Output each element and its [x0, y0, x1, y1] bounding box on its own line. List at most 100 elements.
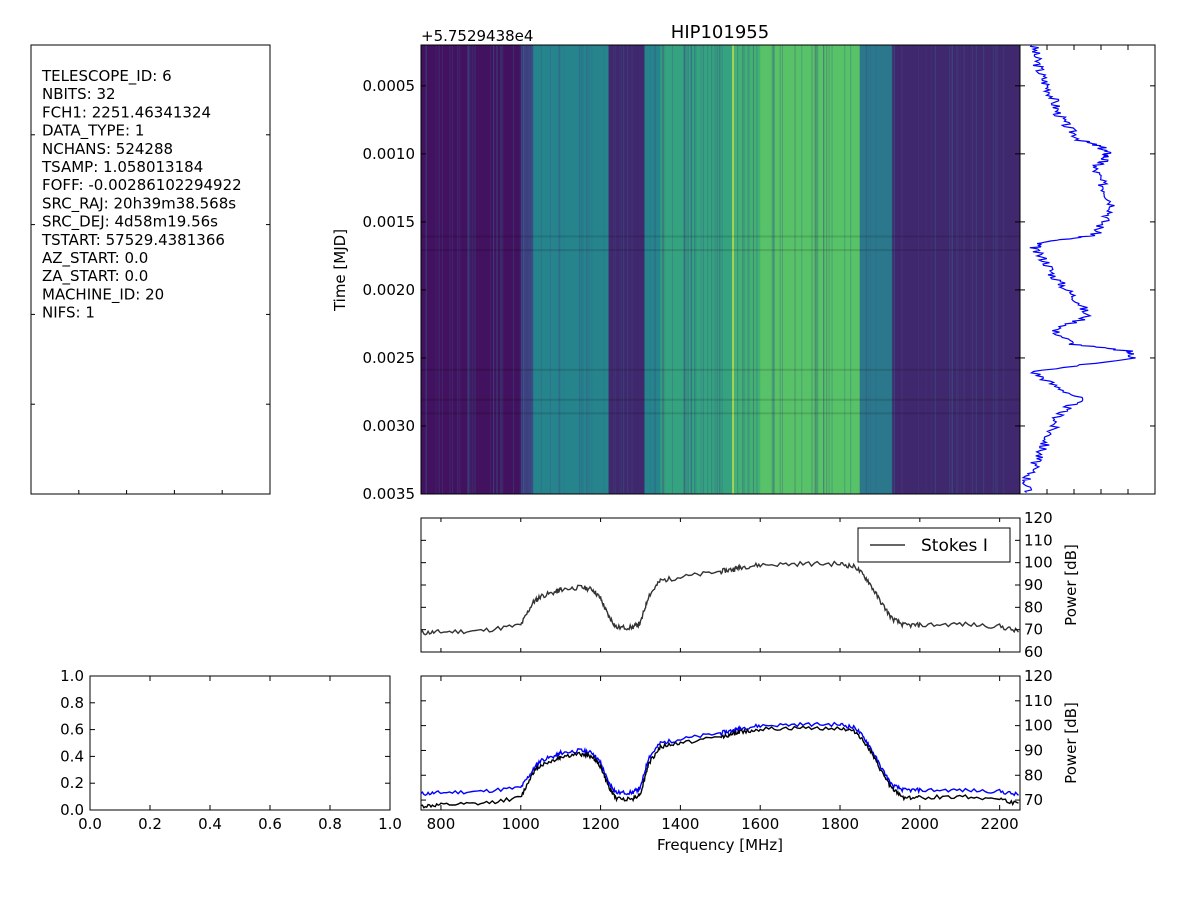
y-tick-label: 0.6 [60, 721, 84, 739]
rfi-stripe [614, 45, 616, 494]
rfi-stripe [844, 45, 846, 494]
header-info-frame [30, 44, 271, 495]
rfi-stripe [859, 45, 861, 494]
rfi-stripe [934, 45, 936, 494]
rfi-stripe [779, 45, 781, 494]
time-series-frame [1019, 44, 1156, 495]
rfi-stripe [468, 45, 470, 494]
rfi-stripe [618, 45, 620, 494]
rfi-stripe [586, 45, 588, 494]
spectrum-minmax-plot: 70 80 90 100 110 120 800 1000 1200 1400 1600 1800 2… [420, 667, 1080, 854]
rfi-stripe [582, 45, 584, 494]
rfi-stripe [744, 45, 746, 494]
rfi-stripe [558, 45, 560, 494]
rfi-stripe [470, 45, 472, 494]
rfi-stripe [560, 45, 562, 494]
rfi-stripe [951, 45, 953, 494]
rfi-stripe [747, 45, 749, 494]
y-tick-label: 0.0035 [363, 485, 416, 503]
header-line: FOFF: -0.00286102294922 [42, 176, 242, 194]
rfi-stripe [521, 45, 523, 494]
y-tick-label: 0.8 [60, 694, 84, 712]
rfi-stripe [532, 45, 534, 494]
rfi-stripe [686, 45, 688, 494]
rfi-stripe [435, 45, 437, 494]
rfi-stripe [811, 45, 813, 494]
rfi-stripe [850, 45, 852, 494]
rfi-stripe [691, 45, 693, 494]
rfi-stripe [719, 45, 721, 494]
rfi-stripe [631, 45, 633, 494]
rfi-stripe [684, 45, 686, 494]
heatmap-band [732, 45, 761, 494]
rfi-stripe [683, 45, 685, 494]
rfi-stripe [721, 45, 723, 494]
waterfall-rfi-stripes [421, 45, 1020, 494]
rfi-stripe [613, 45, 615, 494]
empty-axes-plot: 0.0 0.2 0.4 0.6 0.8 1.0 0.0 0.2 0.4 0.6 0.8 1.0 [60, 667, 402, 833]
header-line: NBITS: 32 [42, 85, 116, 103]
rfi-stripe [894, 45, 896, 494]
rfi-stripe [671, 45, 673, 494]
rfi-stripe [661, 45, 663, 494]
time-offset-label: +5.7529438e4 [421, 27, 533, 45]
rfi-stripe [649, 45, 651, 494]
header-line: ZA_START: 0.0 [42, 267, 148, 286]
rfi-stripe [814, 45, 816, 494]
rfi-stripe [901, 45, 903, 494]
rfi-stripe [1003, 45, 1005, 494]
rfi-stripe [438, 45, 440, 494]
spectrum-plot: 60 70 80 90 100 110 120 Power [dB] Stokes I [420, 509, 1080, 661]
rfi-stripe [620, 45, 622, 494]
y-tick-label: 0.2 [60, 774, 84, 792]
y-tick-label: 100 [1024, 554, 1053, 572]
header-info-panel: TELESCOPE_ID: 6 NBITS: 32 FCH1: 2251.46341… [30, 44, 271, 495]
rfi-stripe [442, 45, 444, 494]
rfi-stripe [451, 45, 453, 494]
waterfall-y-axis: 0.0005 0.0010 0.0015 0.0020 0.0025 0.0030 0.00… [363, 77, 1020, 503]
empty-axes-frame [89, 675, 391, 811]
rfi-stripe [654, 45, 656, 494]
rfi-stripe [591, 45, 593, 494]
heatmap-band [608, 45, 645, 494]
y-tick-label: 0.0 [60, 801, 84, 819]
rfi-stripe [868, 45, 870, 494]
y-tick-label: 1.0 [60, 667, 84, 685]
rfi-stripe [662, 45, 664, 494]
rfi-stripe [472, 45, 474, 494]
y-tick-label: 0.0030 [363, 417, 416, 435]
waterfall-heatmap [421, 45, 1021, 494]
rfi-stripe [695, 45, 697, 494]
rfi-stripe [623, 45, 625, 494]
rfi-stripe [468, 45, 470, 494]
header-info-text: TELESCOPE_ID: 6 NBITS: 32 FCH1: 2251.46341… [41, 67, 242, 322]
rfi-stripe [687, 45, 689, 494]
spectrum-x-ticks [440, 518, 1001, 652]
rfi-stripe [549, 45, 551, 494]
y-tick-label: 100 [1024, 717, 1053, 735]
header-line: NIFS: 1 [42, 304, 95, 322]
spectrum-minmax-frame [420, 675, 1021, 811]
rfi-stripe [627, 45, 629, 494]
y-tick-label: 60 [1024, 643, 1043, 661]
rfi-stripe [716, 45, 718, 494]
rfi-stripe [690, 45, 692, 494]
spectrum-lines [420, 560, 1020, 636]
rfi-stripe [963, 45, 965, 494]
x-tick-label: 800 [427, 815, 456, 833]
rfi-stripe [949, 45, 951, 494]
rfi-stripe [781, 45, 783, 494]
rfi-stripe [748, 45, 750, 494]
y-tick-label: 80 [1024, 598, 1043, 616]
rfi-stripe [951, 45, 953, 494]
x-tick-label: 2200 [981, 815, 1019, 833]
y-tick-label: 120 [1024, 667, 1053, 685]
rfi-stripe [828, 45, 830, 494]
time-dropout [421, 412, 1020, 415]
x-tick-label: 0.8 [318, 815, 342, 833]
rfi-stripe [817, 45, 819, 494]
y-tick-label: 110 [1024, 692, 1053, 710]
y-tick-label: 0.0020 [363, 281, 416, 299]
rfi-stripe [495, 45, 497, 494]
rfi-stripe [581, 45, 583, 494]
